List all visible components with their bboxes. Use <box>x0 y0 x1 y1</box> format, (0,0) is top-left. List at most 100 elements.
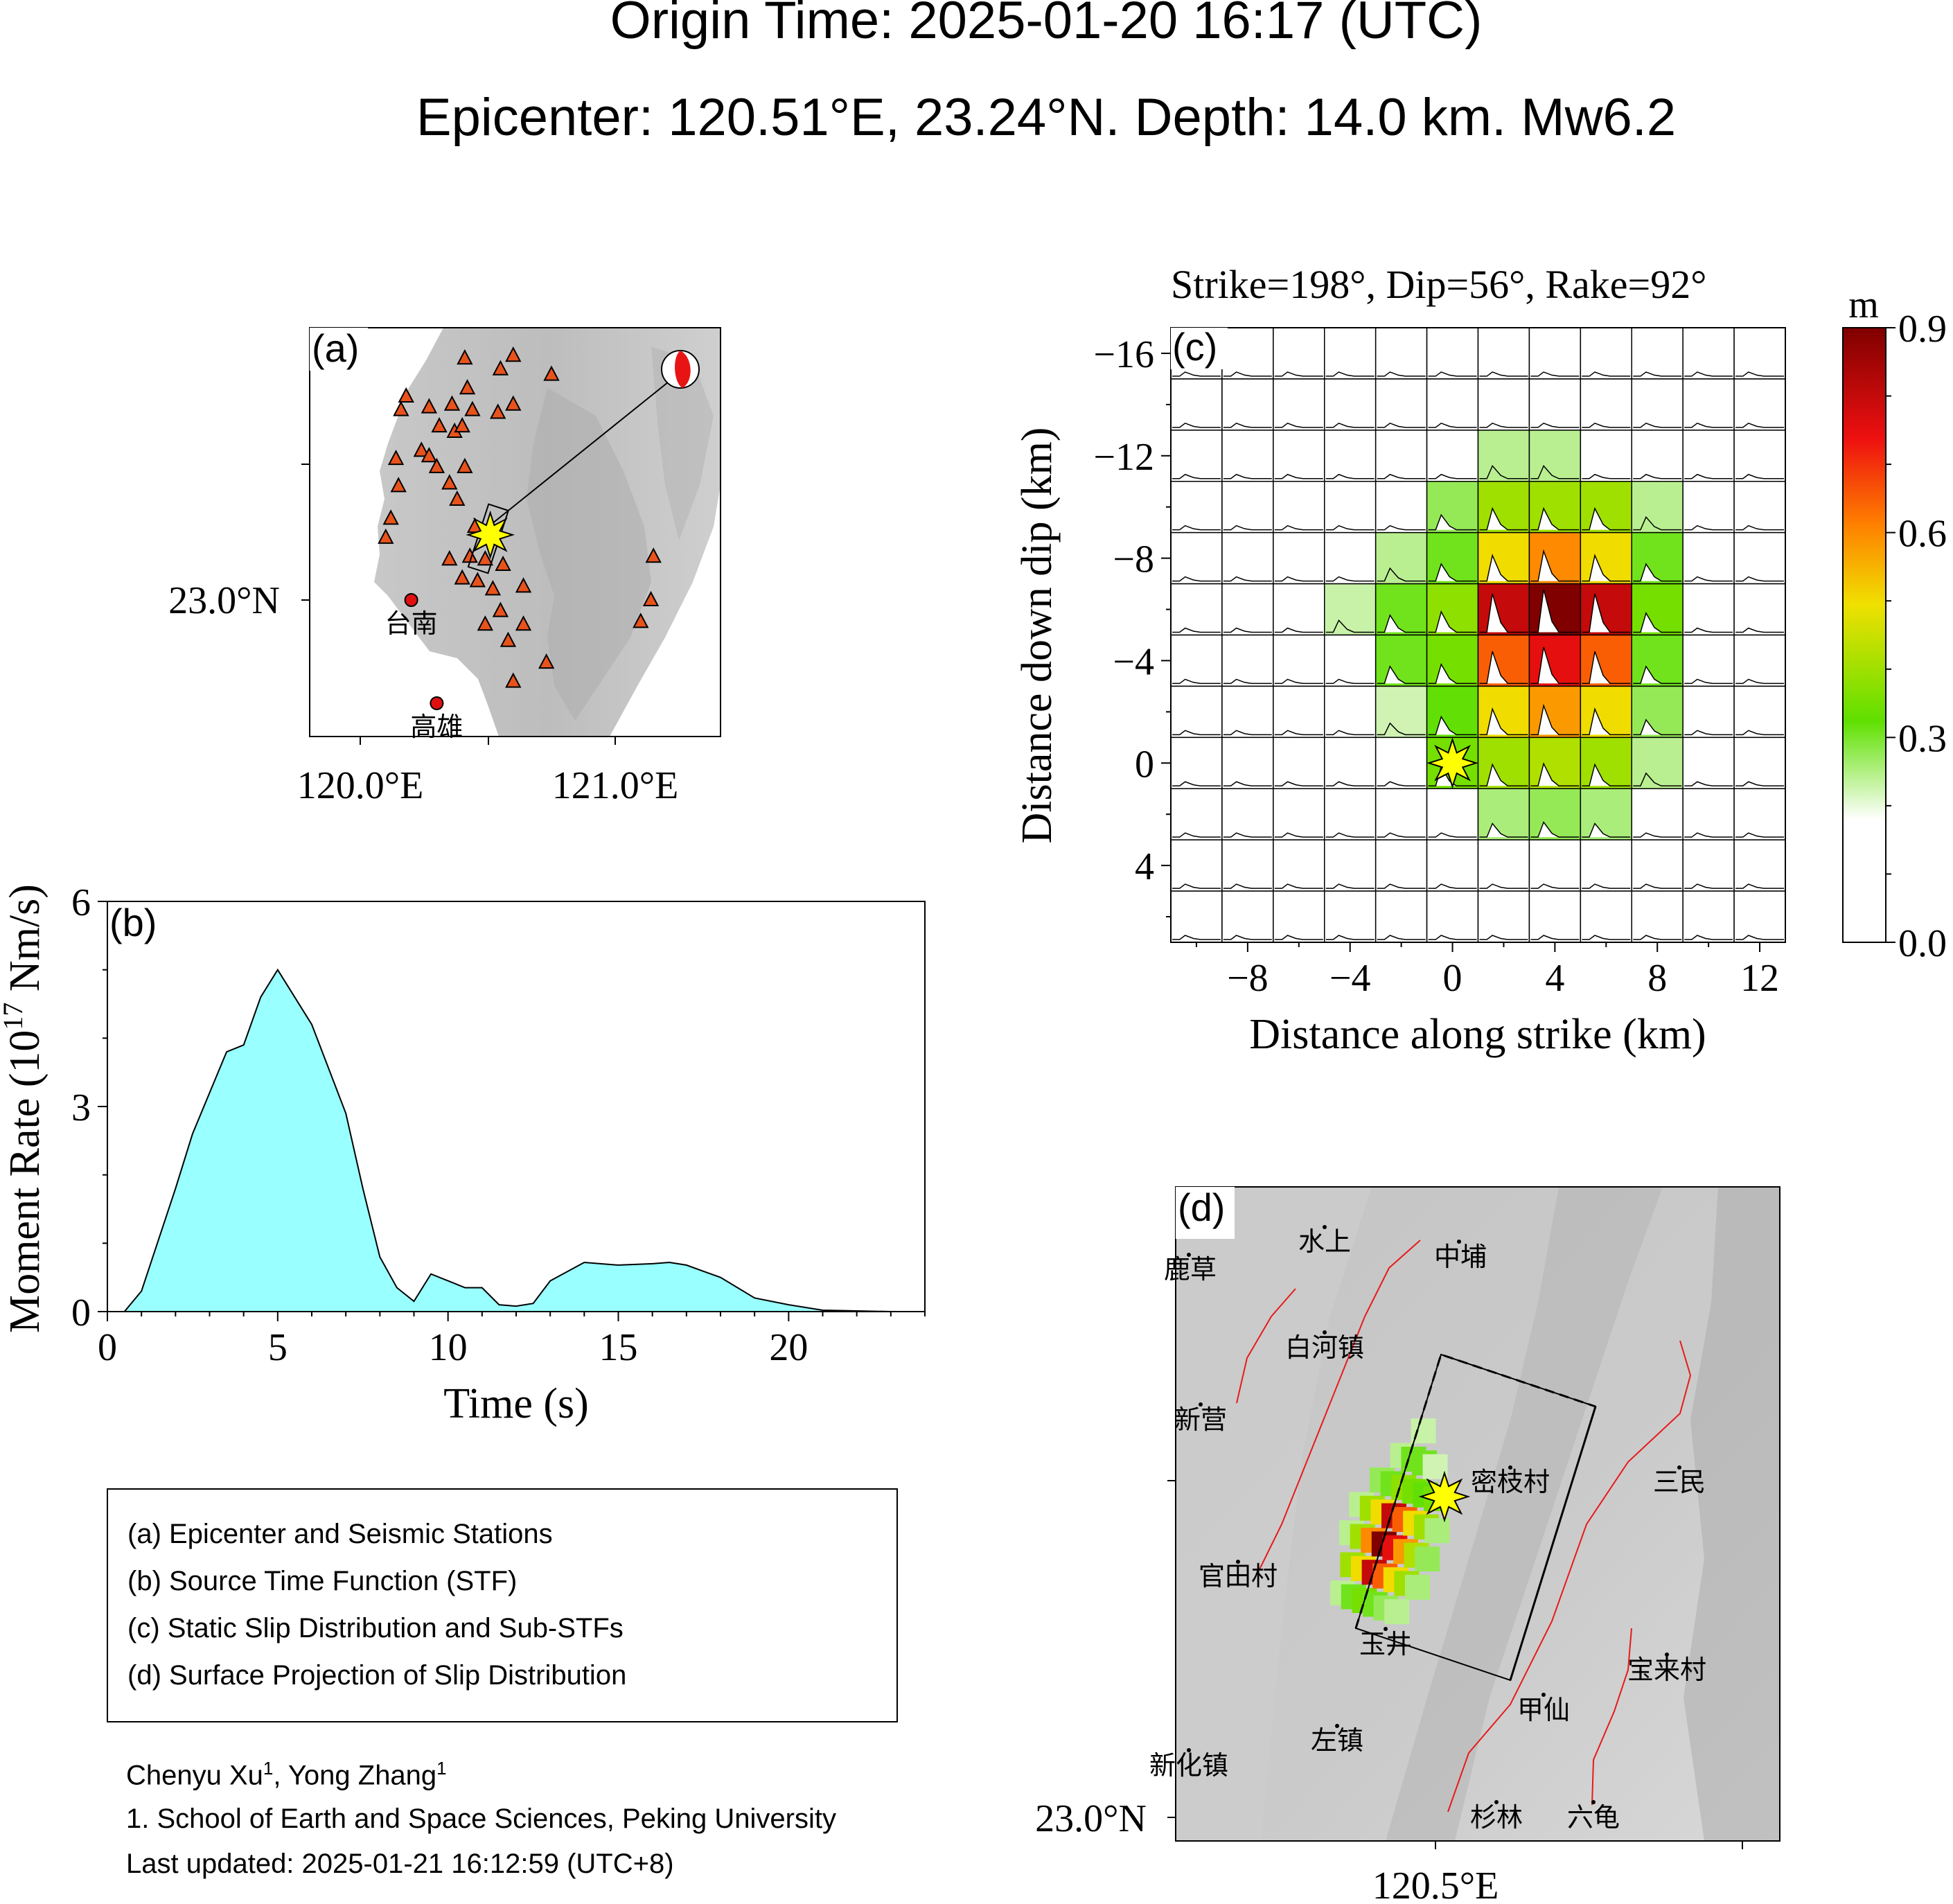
city-marker-icon <box>430 696 444 710</box>
sub-stf-curve <box>1223 678 1272 685</box>
sub-stf-curve <box>1223 576 1272 582</box>
slip-cell <box>1273 481 1325 534</box>
slip-cell <box>1528 685 1582 739</box>
y-tick-label: 4 <box>1135 845 1154 888</box>
city-marker-icon <box>404 593 418 607</box>
x-tick-label: 15 <box>599 1326 638 1369</box>
panel-a-label-bg <box>310 328 368 371</box>
slip-cell <box>1631 890 1684 943</box>
fault-outline-solid <box>1509 1406 1597 1681</box>
station-triangle-icon <box>464 400 481 416</box>
slip-cell <box>1221 583 1274 636</box>
station-triangle-icon <box>469 572 486 588</box>
slip-cell <box>1631 788 1684 840</box>
fault-traces <box>1236 1240 1692 1813</box>
sub-stf-curve <box>1325 473 1375 479</box>
sub-stf-curve <box>1377 473 1426 479</box>
panel-a-lat-label: 23.0°N <box>168 579 280 622</box>
sub-stf-curve <box>1735 473 1784 479</box>
mountain-shading-east <box>651 346 714 540</box>
place-label: 左镇 <box>1311 1727 1363 1756</box>
slip-cell <box>1170 890 1223 943</box>
sub-stf-curve <box>1172 781 1221 786</box>
slip-cell <box>1221 634 1274 687</box>
slip-cell <box>1528 788 1582 840</box>
sub-stf-curve <box>1633 665 1682 685</box>
panel-a-lon-label-1: 120.0°E <box>297 764 424 807</box>
sub-stf-curve <box>1223 730 1272 736</box>
slip-cell <box>1324 378 1377 431</box>
panel-d-lat-label: 23.0°N <box>1035 1797 1147 1840</box>
place-dot-icon <box>1384 1627 1388 1631</box>
sub-stf-curve <box>1479 593 1528 633</box>
slip-cell <box>1477 531 1530 585</box>
beachball-leader <box>488 370 683 527</box>
sub-stf-curve <box>1223 525 1272 531</box>
slip-cell <box>1631 531 1684 585</box>
slip-cell <box>1733 737 1786 790</box>
sub-stf-curve <box>1274 781 1323 786</box>
slip-cell <box>1580 788 1632 840</box>
sub-stf-curve <box>1684 473 1733 479</box>
slip-cell <box>1170 430 1223 482</box>
place-dot-icon <box>1591 1800 1596 1804</box>
slip-cell <box>1631 583 1684 636</box>
slip-cell <box>1426 531 1479 585</box>
panel-c-ticks: −8 −4 0 4 8 12 −16 −12 −8 −4 0 4 <box>1093 333 1779 1000</box>
sub-stf-curve <box>1633 611 1682 633</box>
epicenter-title: Epicenter: 120.51°E, 23.24°N. Depth: 14.… <box>416 88 1676 147</box>
sub-stf-curve <box>1684 832 1733 838</box>
panel-b-xlabel: Time (s) <box>443 1380 589 1427</box>
sub-stf-curve <box>1172 832 1221 838</box>
place-label: 玉井 <box>1359 1630 1412 1659</box>
slip-cell <box>1273 327 1325 380</box>
epicenter-star-icon <box>466 510 515 560</box>
slip-cell <box>1426 839 1479 892</box>
slip-cell <box>1221 788 1274 840</box>
place-label: 宝来村 <box>1627 1656 1706 1685</box>
sub-stf-curve <box>1172 525 1221 531</box>
slip-cell <box>1580 531 1632 585</box>
slip-cell <box>1324 430 1377 482</box>
place-dot-icon <box>1677 1465 1681 1470</box>
station-triangle-icon <box>484 580 502 596</box>
slip-cell <box>1273 378 1325 431</box>
slip-cell <box>1631 737 1684 790</box>
station-triangle-icon <box>421 398 438 414</box>
slip-cell <box>1221 430 1274 482</box>
station-triangle-icon <box>378 528 394 544</box>
slip-cell <box>1426 583 1479 636</box>
slip-cell <box>1221 839 1274 892</box>
sub-stf-curve <box>1223 627 1272 633</box>
slip-cell <box>1426 634 1479 687</box>
x-tick-label: 0 <box>98 1326 117 1369</box>
slip-cell <box>1375 583 1428 636</box>
sub-stf-curve <box>1582 822 1631 838</box>
affiliation: 1. School of Earth and Space Sciences, P… <box>126 1804 836 1834</box>
slip-cell <box>1170 481 1223 534</box>
sub-stf-curve <box>1633 935 1682 940</box>
slip-cell <box>1580 685 1632 739</box>
fault-trace-3 <box>1447 1340 1692 1813</box>
projected-slip-cell <box>1405 1574 1430 1600</box>
place-label: 杉林 <box>1470 1804 1523 1833</box>
slip-cell <box>1477 788 1530 840</box>
slip-cell <box>1375 481 1428 534</box>
y-tick-label: 6 <box>71 881 91 924</box>
fault-trace-2 <box>1259 1240 1421 1570</box>
slip-cell <box>1631 430 1684 482</box>
slip-cell <box>1426 378 1479 431</box>
slip-cell <box>1682 378 1735 431</box>
sub-stf-curve <box>1479 554 1528 582</box>
colorbar-tick-label: 0.6 <box>1898 513 1947 556</box>
slip-cell <box>1221 481 1274 534</box>
sub-stf-curve <box>1172 883 1221 889</box>
slip-cell <box>1375 788 1428 840</box>
sub-stf-curve <box>1530 506 1580 531</box>
slip-cell <box>1733 685 1786 739</box>
epicenter-star-icon-d <box>1418 1470 1471 1523</box>
panel-c-label: (c) <box>1172 325 1217 369</box>
panel-d-lon-label: 120.5°E <box>1372 1865 1499 1904</box>
slip-cell <box>1375 890 1428 943</box>
